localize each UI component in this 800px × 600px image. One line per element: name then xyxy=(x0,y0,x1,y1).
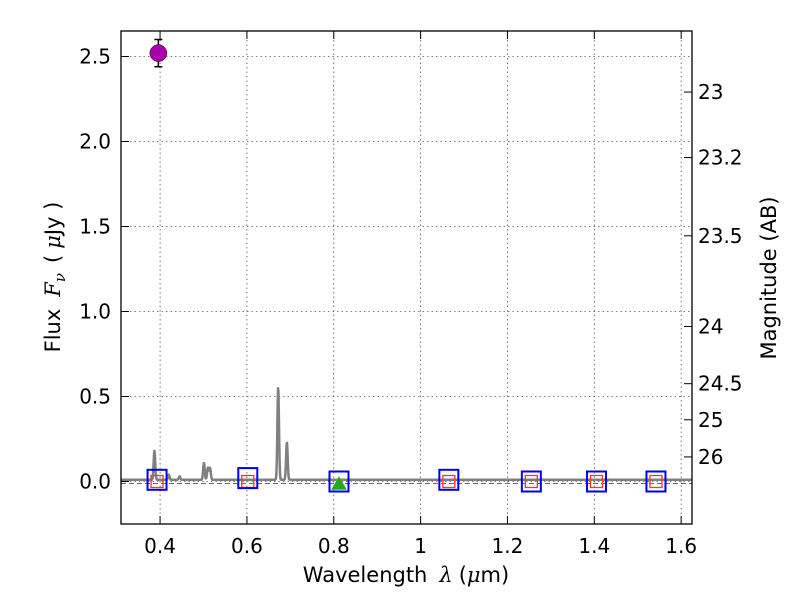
mag-tick-label: 23.5 xyxy=(698,224,743,248)
data-points xyxy=(146,38,667,493)
model-photometry-marker xyxy=(585,470,607,493)
grid xyxy=(121,31,692,524)
x-tick-label: 0.6 xyxy=(231,534,263,558)
axis-ticks xyxy=(121,31,692,524)
x-tick-label: 0.8 xyxy=(318,534,350,558)
model-photometry-marker xyxy=(146,468,168,491)
mag-tick-label: 24 xyxy=(698,314,723,338)
mag-tick-label: 23 xyxy=(698,80,723,104)
tick-labels: 0.4 0.6 0.8 1 1.2 1.4 1.6 0.0 0.5 1.0 1.5 2.0 2.5 23 2… xyxy=(79,45,742,559)
mag-tick-label: 24.5 xyxy=(698,372,743,396)
spectrum-line xyxy=(120,387,693,482)
x-axis-label: Wavelength λ (μm) xyxy=(303,563,509,587)
x-tick-label: 1.6 xyxy=(665,534,697,558)
observed-upper-limit-marker xyxy=(524,474,538,489)
highlight-point xyxy=(149,44,168,62)
model-spectrum xyxy=(120,387,693,482)
mag-tick-label: 25 xyxy=(698,408,723,432)
plot-frame xyxy=(120,30,693,525)
model-photometry-marker xyxy=(438,468,460,491)
observed-upper-limit-marker xyxy=(442,474,456,489)
y-tick-label: 0.0 xyxy=(79,470,111,494)
y-tick-label: 2.0 xyxy=(79,130,111,154)
mag-tick-label: 23.2 xyxy=(698,146,743,170)
y-axis-label: FluxFν(μJy ) xyxy=(41,202,69,353)
observed-upper-limit-marker xyxy=(589,474,604,489)
y-tick-label: 0.5 xyxy=(79,385,111,409)
right-axis-label: Magnitude (AB) xyxy=(757,196,781,359)
y-tick-label: 1.0 xyxy=(79,300,111,324)
mag-tick-label: 26 xyxy=(698,445,723,469)
model-photometry-marker xyxy=(237,467,259,490)
x-tick-label: 1.4 xyxy=(578,534,610,558)
x-tick-label: 1 xyxy=(414,534,427,558)
model-photometry-marker xyxy=(520,470,542,493)
model-photometry-marker xyxy=(328,470,350,493)
x-tick-label: 0.4 xyxy=(144,534,176,558)
y-tick-label: 2.5 xyxy=(79,45,111,69)
model-photometry-marker xyxy=(645,470,667,493)
x-tick-label: 1.2 xyxy=(492,534,524,558)
y-tick-label: 1.5 xyxy=(79,215,111,239)
observed-upper-limit-marker xyxy=(649,474,663,489)
observed-detection-marker xyxy=(331,476,347,490)
observed-upper-limit-marker xyxy=(150,474,164,489)
